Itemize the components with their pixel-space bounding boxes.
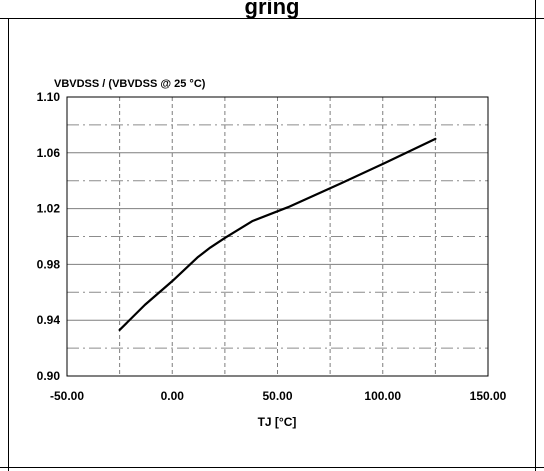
major-gridlines — [67, 97, 488, 376]
x-tick-label: -50.00 — [50, 389, 84, 403]
series-layer — [118, 137, 437, 332]
x-tick-label: 0.00 — [161, 389, 185, 403]
plot-area-border — [66, 96, 489, 377]
x-tick-label: 150.00 — [470, 389, 507, 403]
minor-gridlines — [67, 97, 488, 376]
x-tick-labels: -50.00 0.00 50.00 100.00 150.00 — [50, 389, 507, 403]
y-tick-label: 0.90 — [37, 369, 61, 383]
x-tick-label: 50.00 — [262, 389, 292, 403]
y-tick-label: 1.10 — [37, 90, 61, 104]
y-tick-labels: 0.90 0.94 0.98 1.02 1.06 1.10 — [37, 90, 61, 383]
y-axis-label: VBVDSS / (VBVDSS @ 25 °C) — [54, 78, 206, 90]
y-tick-label: 1.06 — [37, 146, 61, 160]
header-fragment: gring — [245, 0, 300, 19]
series-line — [118, 137, 437, 332]
y-tick-label: 1.02 — [37, 202, 61, 216]
y-tick-label: 0.98 — [37, 257, 61, 271]
x-tick-label: 100.00 — [364, 389, 401, 403]
x-axis-label: TJ [°C] — [258, 415, 297, 429]
y-tick-label: 0.94 — [37, 313, 61, 327]
